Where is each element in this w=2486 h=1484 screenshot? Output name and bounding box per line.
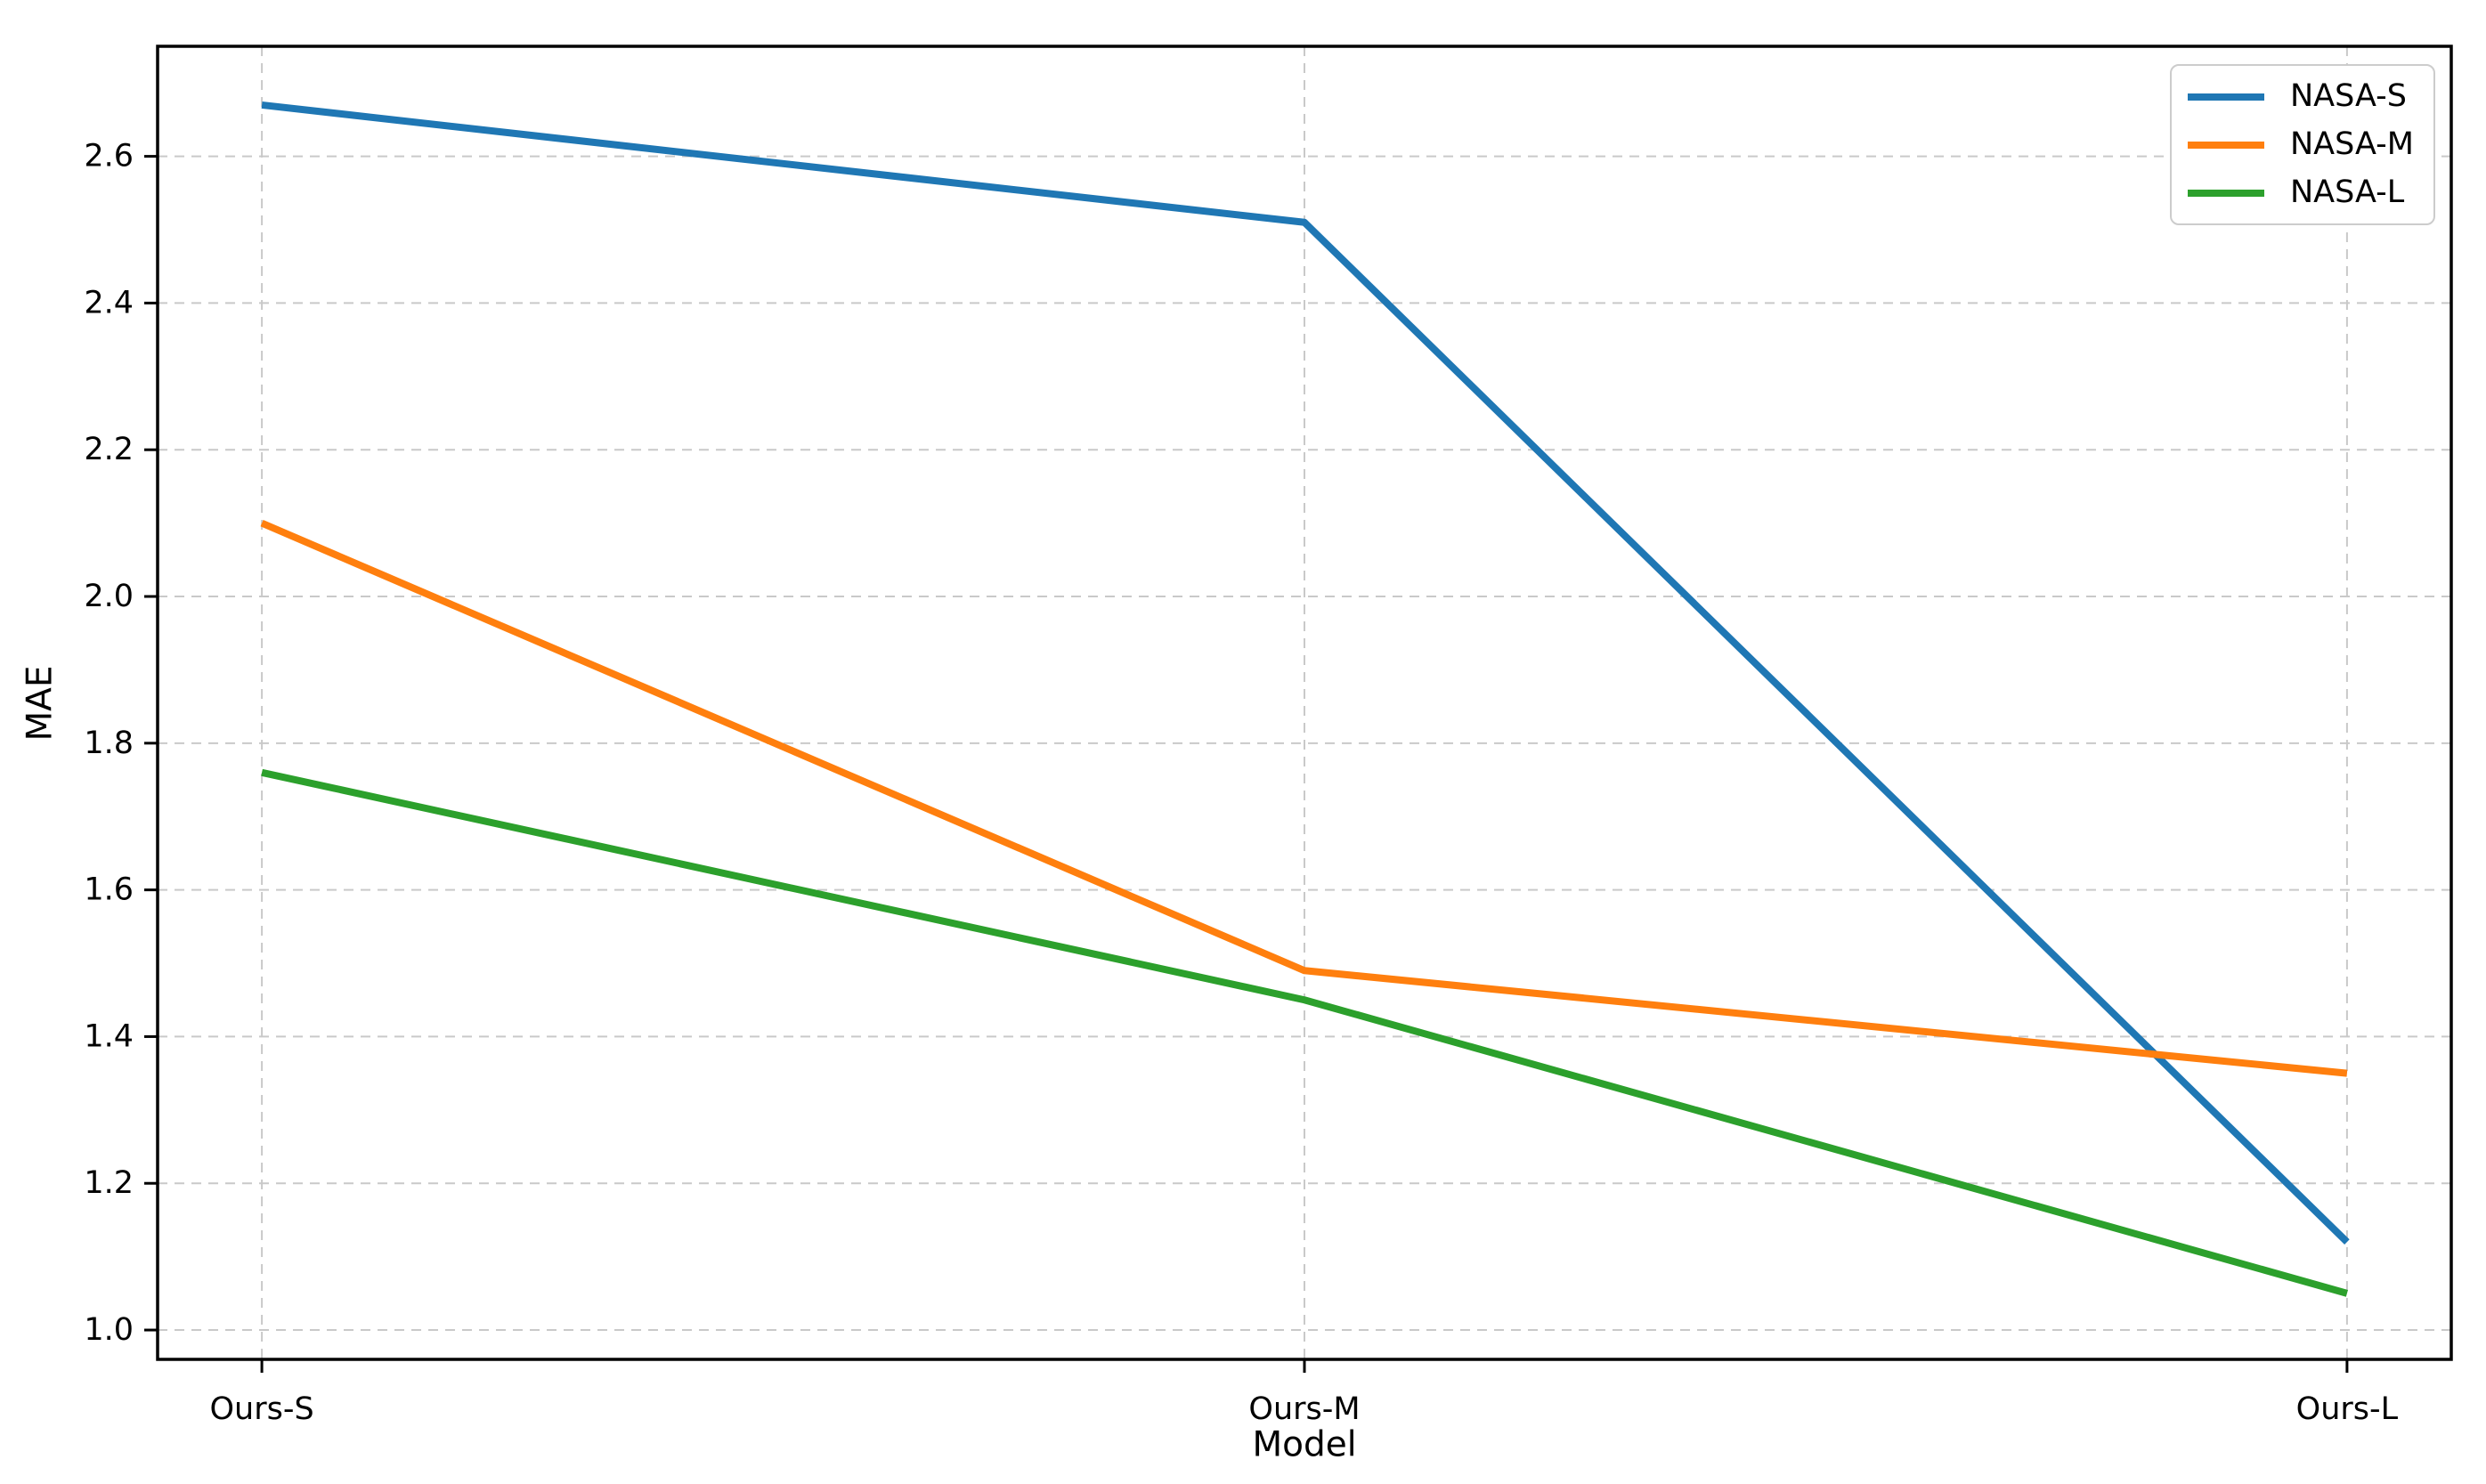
legend-swatch-nasa-m bbox=[2188, 141, 2264, 149]
legend: NASA-S NASA-M NASA-L bbox=[2170, 64, 2435, 225]
series-line-nasa-m bbox=[260, 519, 2348, 1077]
y-tick-label: 1.0 bbox=[84, 1312, 134, 1348]
plot-box-spines bbox=[156, 45, 2453, 1361]
y-tick-label: 2.4 bbox=[84, 285, 134, 320]
legend-item-nasa-m: NASA-M bbox=[2188, 129, 2417, 160]
x-tick-label: Ours-M bbox=[1248, 1391, 1360, 1427]
legend-label-nasa-l: NASA-L bbox=[2290, 174, 2405, 210]
y-tick-label: 2.6 bbox=[84, 139, 134, 174]
legend-label-nasa-m: NASA-M bbox=[2290, 126, 2414, 162]
x-tick-label: Ours-S bbox=[209, 1391, 313, 1427]
y-tick-label: 2.0 bbox=[84, 579, 134, 614]
legend-swatch-nasa-s bbox=[2188, 93, 2264, 101]
y-tick-label: 1.4 bbox=[84, 1018, 134, 1054]
series-line-nasa-s bbox=[261, 101, 2350, 1245]
y-tick-label: 1.2 bbox=[84, 1165, 134, 1201]
x-axis-label: Model bbox=[1252, 1424, 1357, 1465]
y-tick-label: 1.6 bbox=[84, 872, 134, 908]
legend-item-nasa-l: NASA-L bbox=[2188, 177, 2417, 208]
series-line-nasa-l bbox=[261, 768, 2348, 1297]
y-tick-label: 1.8 bbox=[84, 726, 134, 761]
x-tick-label: Ours-L bbox=[2296, 1391, 2399, 1427]
legend-label-nasa-s: NASA-S bbox=[2290, 78, 2408, 114]
legend-item-nasa-s: NASA-S bbox=[2188, 81, 2417, 112]
y-tick-label: 2.2 bbox=[84, 432, 134, 467]
legend-swatch-nasa-l bbox=[2188, 189, 2264, 197]
y-axis-label: MAE bbox=[20, 665, 61, 742]
